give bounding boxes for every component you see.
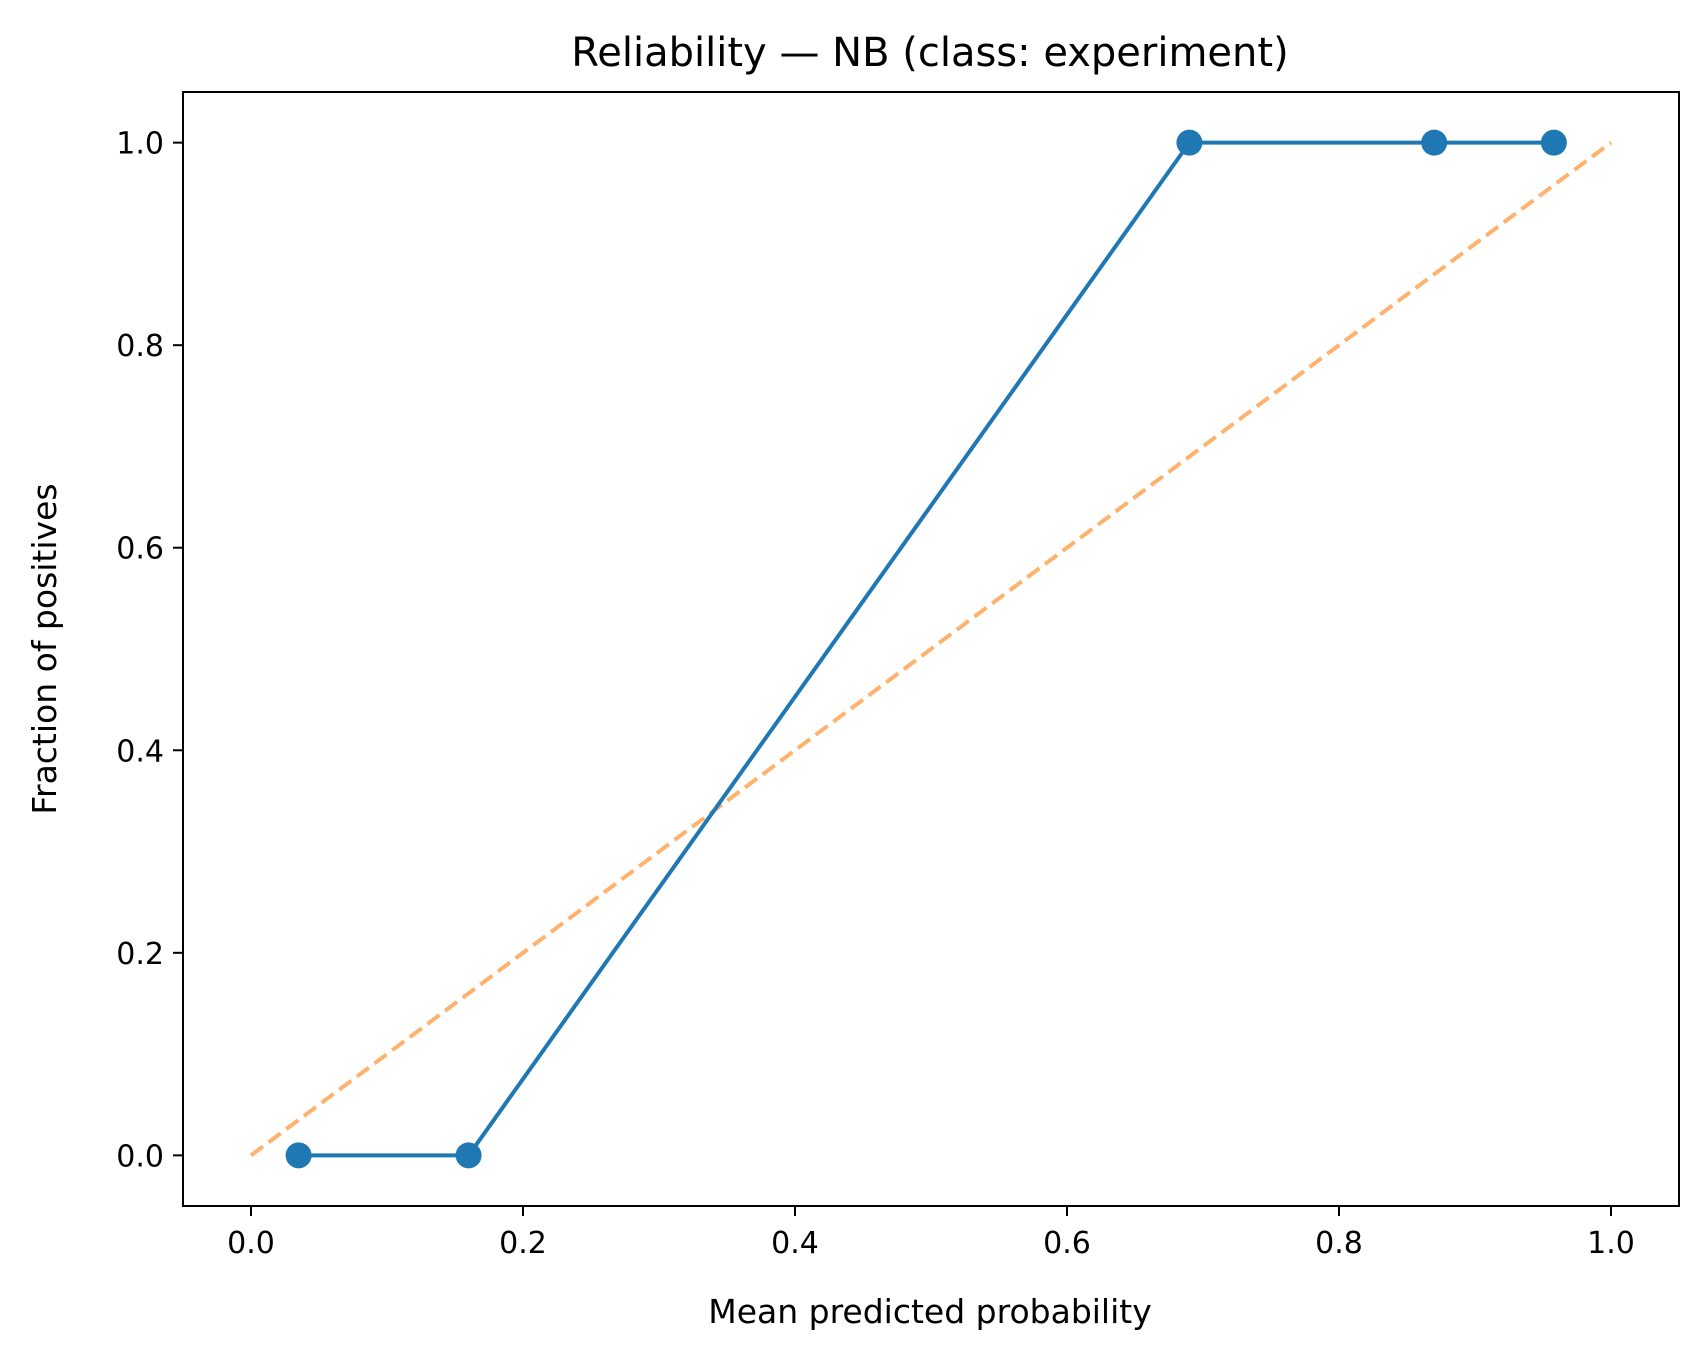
x-tick-label: 0.2 [499,1226,547,1261]
y-tick-label: 0.8 [116,329,164,364]
series-layer [249,129,1613,1169]
calibration-point [1176,129,1203,156]
plot-area: 0.0 0.2 0.4 0.6 0.8 1.0 0.0 0.2 0.4 0.6 0.8 1.0 [116,91,1680,1261]
x-tick-label: 0.0 [227,1226,275,1261]
calibration-point [285,1142,312,1169]
axes-frame [182,91,1680,1207]
y-tick-label: 1.0 [116,127,164,162]
calibration-point [455,1142,482,1169]
x-tick-label: 0.6 [1043,1226,1091,1261]
y-tick-label: 0.6 [116,532,164,567]
calibration-point [1421,129,1448,156]
x-tick-label: 0.4 [771,1226,819,1261]
x-axis-label: Mean predicted probability [708,1292,1152,1331]
y-tick-label: 0.4 [116,734,164,769]
y-axis-ticks: 0.0 0.2 0.4 0.6 0.8 1.0 [116,127,183,1174]
calibration-point [1540,129,1567,156]
x-tick-label: 1.0 [1587,1226,1635,1261]
reference-diagonal-line [249,140,1613,1158]
x-tick-label: 0.8 [1315,1226,1363,1261]
x-axis-ticks: 0.0 0.2 0.4 0.6 0.8 1.0 [227,1206,1635,1261]
chart-title: Reliability — NB (class: experiment) [571,30,1288,76]
y-tick-label: 0.2 [116,937,164,972]
y-axis-label: Fraction of positives [25,483,64,814]
y-tick-label: 0.0 [116,1139,164,1174]
